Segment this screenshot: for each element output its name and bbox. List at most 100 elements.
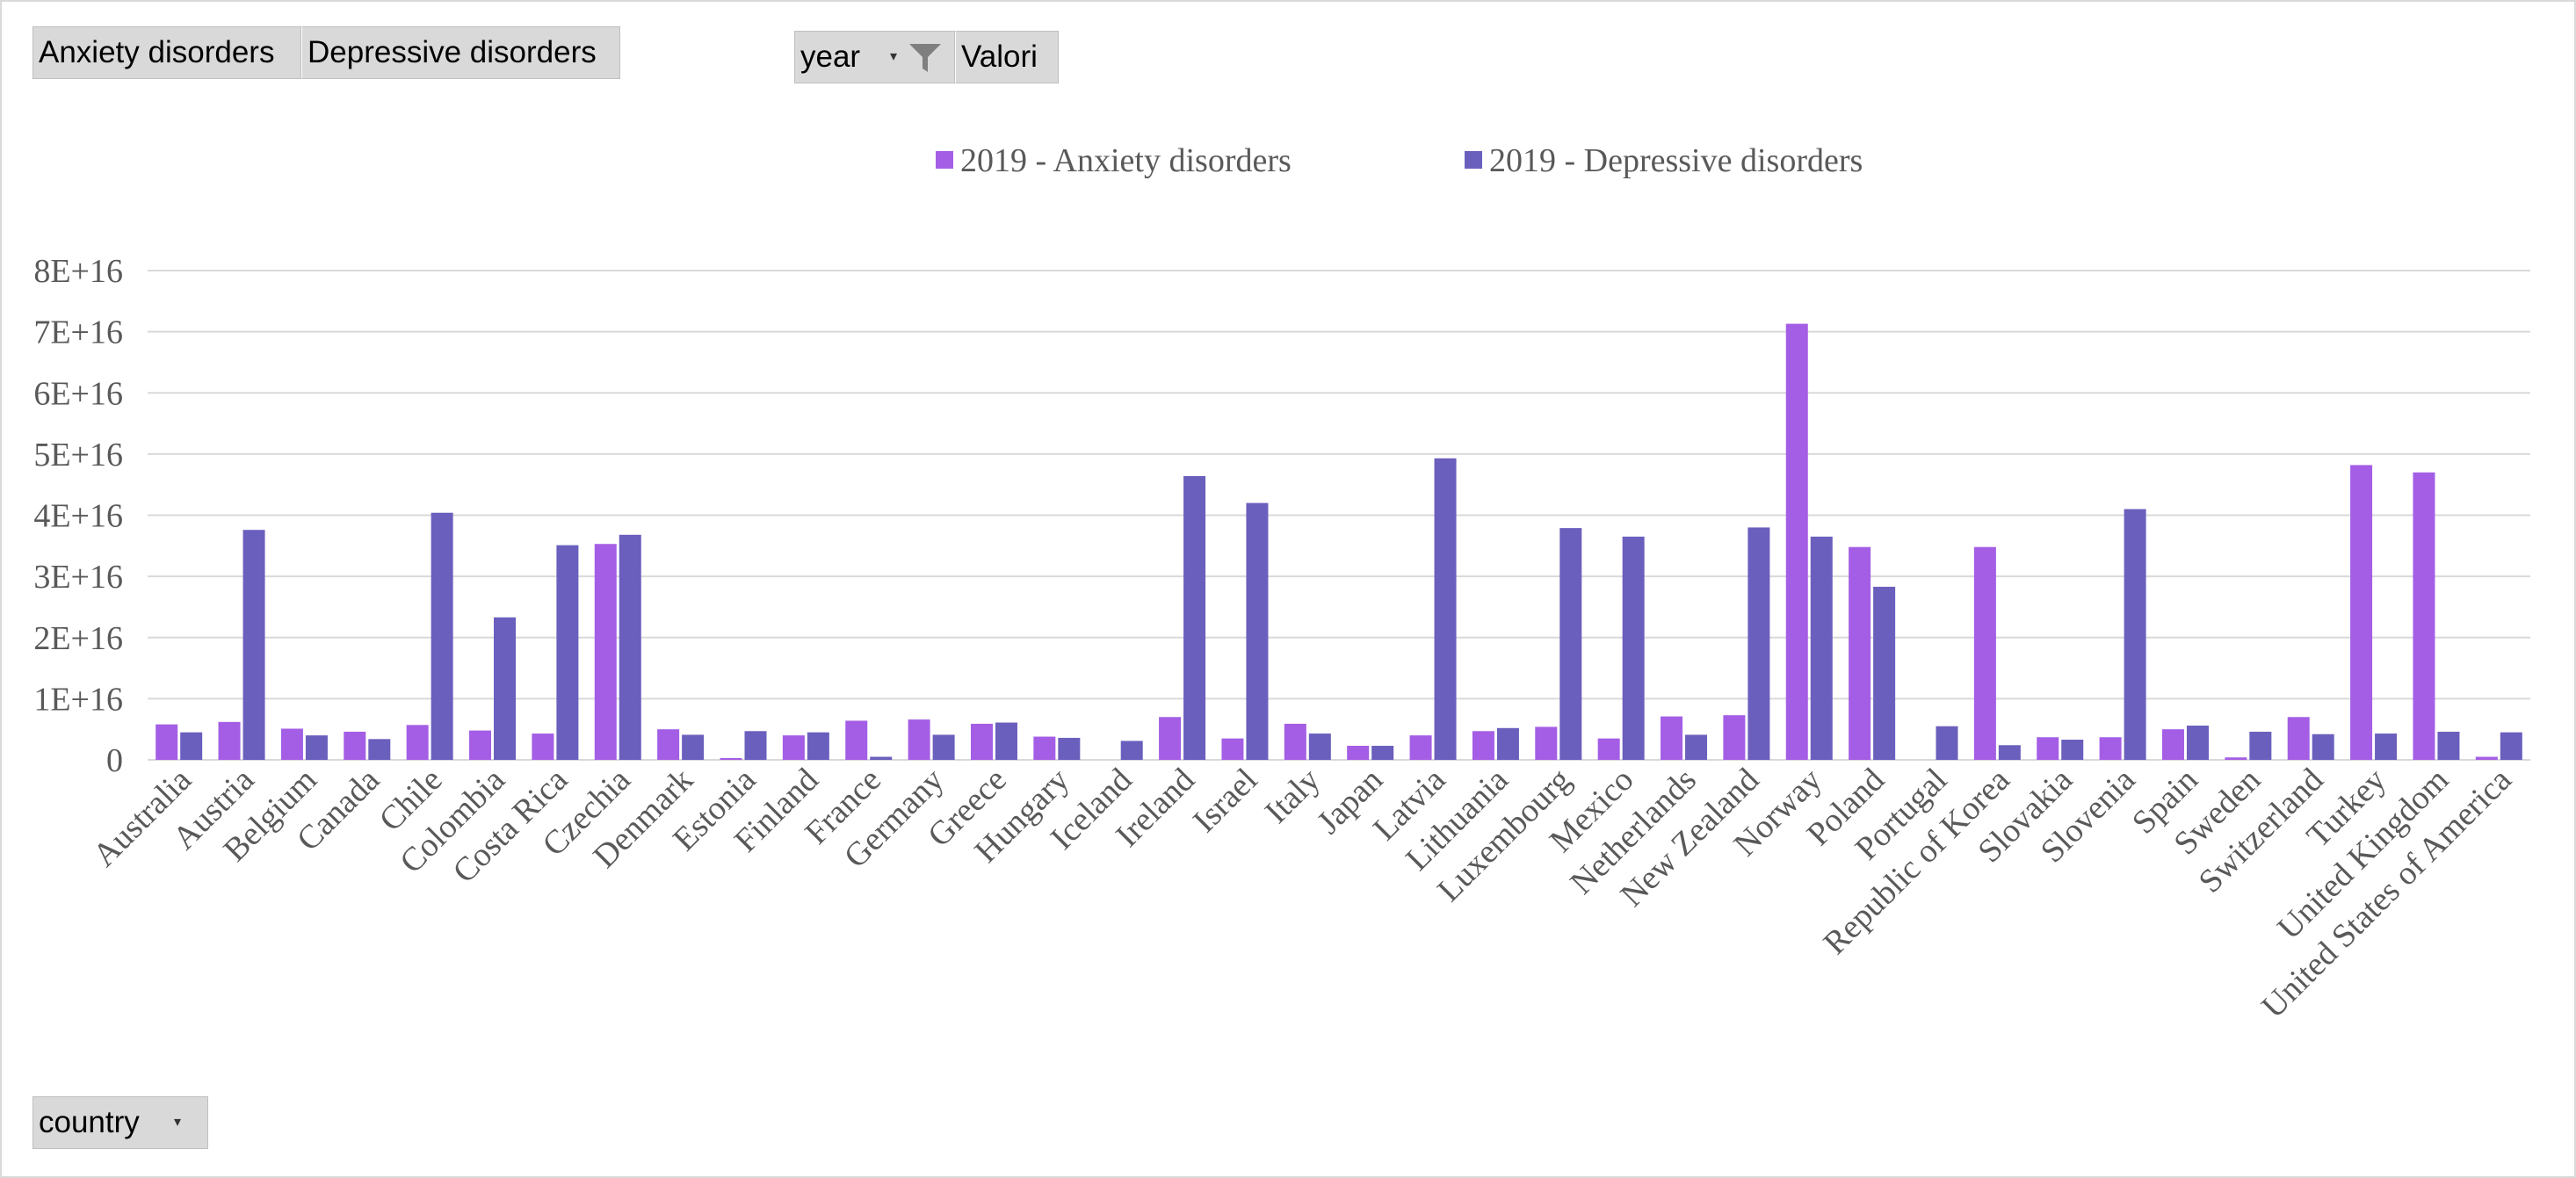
bar [720,757,742,760]
bar [556,545,579,760]
bar [2124,509,2146,760]
bar [1347,745,1370,760]
bar [995,722,1017,760]
bar [1371,745,1394,760]
bar [1597,738,1620,760]
y-tick-label: 1E+16 [33,681,123,718]
y-tick-label: 3E+16 [33,559,123,596]
bar [2161,729,2184,760]
bar [2437,731,2460,760]
bar [2413,472,2435,760]
country-filter-label: country [39,1105,140,1139]
bar [1559,528,1582,760]
bar [1723,715,1746,760]
x-axis-ticks: AustraliaAustriaBelgiumCanadaChileColomb… [86,762,2519,1026]
legend-swatch [936,151,953,169]
bar [2037,737,2059,760]
bar [1409,735,1432,760]
bar [1221,738,1244,760]
series-button-depressive-label: Depressive disorders [308,35,597,69]
bar [1535,726,1558,760]
bar [494,617,517,760]
legend: 2019 - Anxiety disorders 2019 - Depressiv… [936,142,1863,179]
bar [1159,717,1182,760]
bar [1685,734,1708,760]
bar [218,721,241,760]
bar [532,734,554,760]
bar [2099,737,2122,760]
bar [744,731,767,760]
bar [2249,731,2272,760]
series-button-depressive[interactable]: Depressive disorders [301,26,620,79]
bar [156,724,178,760]
chevron-down-icon: ▾ [174,1113,182,1130]
bar [406,725,429,760]
bar [2500,732,2522,760]
valori-button[interactable]: Valori [955,31,1059,83]
series-button-anxiety[interactable]: Anxiety disorders [33,26,301,79]
y-tick-label: 2E+16 [33,620,123,657]
bar [1998,745,2021,760]
legend-label: 2019 - Depressive disorders [1489,142,1863,179]
bar [344,731,366,760]
bar [932,734,955,760]
bar [1810,536,1833,760]
funnel-filter-icon [909,44,941,72]
bar [242,530,265,760]
bar [657,729,680,760]
bar [619,534,641,760]
bar [1434,458,1457,760]
y-tick-label: 8E+16 [33,253,123,290]
bar [2186,726,2209,760]
bar [1936,726,1958,760]
bar [1120,741,1143,760]
bar [1058,737,1081,760]
chevron-down-icon: ▾ [890,47,898,64]
y-tick-label: 6E+16 [33,375,123,412]
bar [870,756,893,760]
valori-label: Valori [961,40,1038,74]
bar [368,739,391,760]
bar [2375,734,2398,760]
bar [280,728,303,760]
legend-swatch [1465,151,1482,169]
bar [1849,546,1871,760]
bar [2475,756,2498,760]
bar [845,720,868,760]
bars [156,323,2522,760]
legend-label: 2019 - Anxiety disorders [960,142,1292,179]
year-filter-label: year [800,40,861,74]
bar [1246,502,1269,760]
bar [2350,465,2373,760]
bar [431,512,453,760]
bar [682,734,705,760]
series-button-anxiety-label: Anxiety disorders [39,35,275,69]
bar [970,723,993,760]
bar [2225,757,2247,760]
x-tick-label: Israel [1186,762,1264,840]
bar [1622,536,1645,760]
bar [1183,475,1206,760]
year-filter-button[interactable]: year ▾ [794,31,955,83]
bar [1661,716,1683,760]
bar [2312,734,2334,760]
bar [782,735,805,760]
bar [305,735,328,760]
bar [1973,546,1996,760]
country-filter-button[interactable]: country ▾ [33,1096,208,1149]
bar [807,732,829,760]
y-tick-label: 5E+16 [33,437,123,473]
y-tick-label: 0 [106,742,123,779]
bar [1785,323,1808,760]
bar [908,719,930,760]
y-axis-ticks: 0 1E+16 2E+16 3E+16 4E+16 5E+16 6E+16 7E+16 8E+1… [33,253,123,779]
bar [2287,717,2310,760]
bar [2061,740,2084,760]
bar [1308,734,1331,760]
bar [1747,527,1770,760]
bar [594,544,617,760]
y-tick-label: 7E+16 [33,314,123,351]
bar [1284,723,1306,760]
